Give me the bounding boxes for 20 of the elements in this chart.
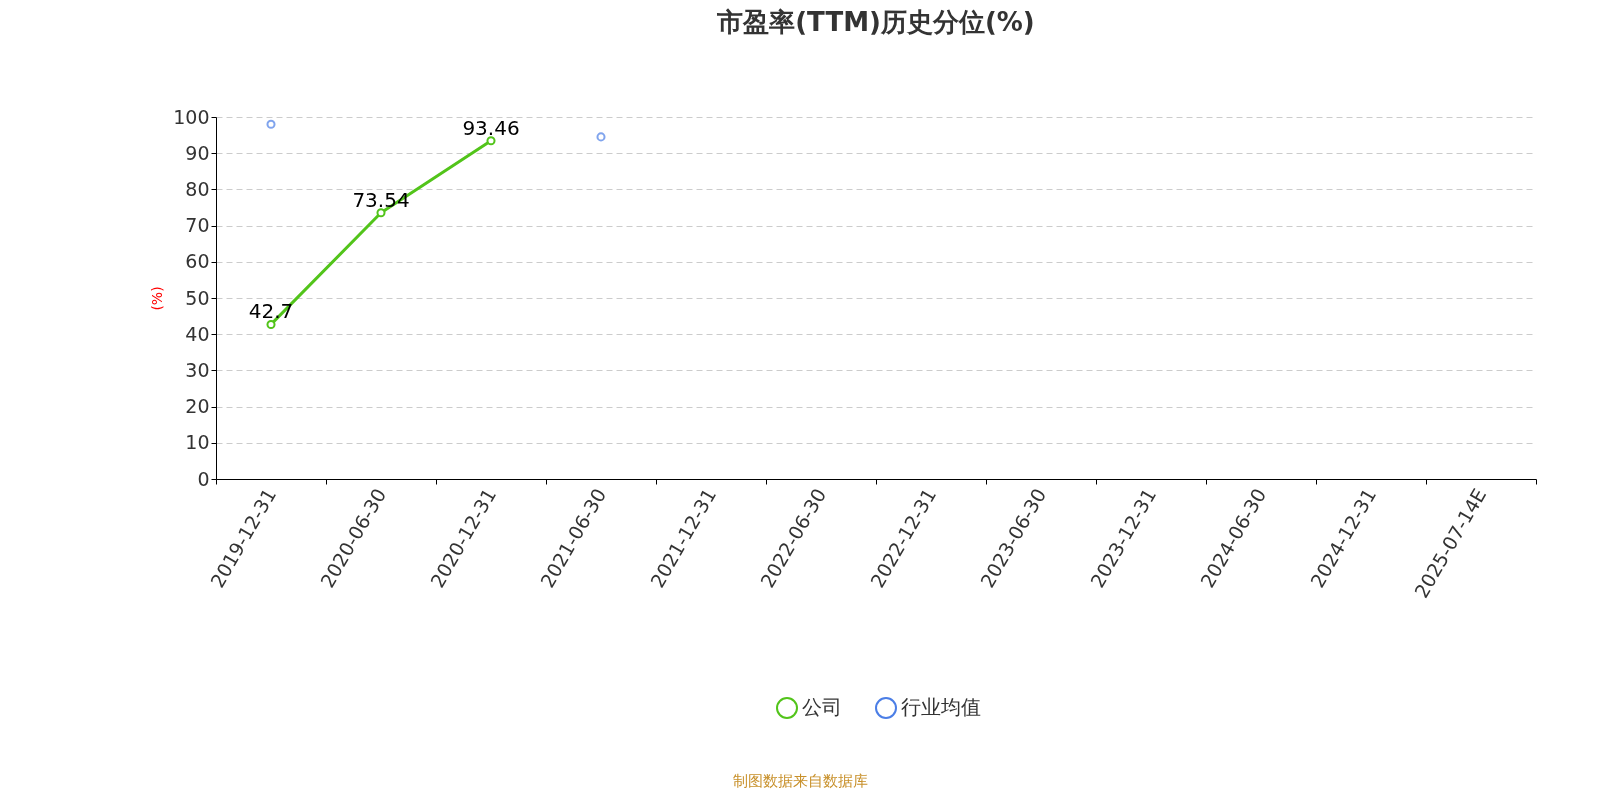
y-tick-label: 90 <box>185 141 210 164</box>
y-tick-label: 40 <box>185 322 210 345</box>
y-tick-label: 60 <box>185 250 210 273</box>
y-tick-label: 20 <box>185 395 210 418</box>
legend-label: 行业均值 <box>901 695 981 719</box>
y-tick-label: 30 <box>185 358 210 381</box>
data-label: 93.46 <box>462 115 520 140</box>
y-tick-label: 10 <box>185 431 210 454</box>
legend-label: 公司 <box>802 695 842 719</box>
point <box>266 119 276 129</box>
chart-title: 市盈率(TTM)历史分位(%) <box>716 7 1035 37</box>
point <box>486 136 496 146</box>
y-tick-label: 0 <box>197 467 210 490</box>
y-tick-label: 50 <box>185 286 210 309</box>
text: 制图数据来自数据库 <box>731 772 869 791</box>
y-axis-title: (%) <box>149 286 166 311</box>
point <box>596 132 606 142</box>
y-tick-label: 80 <box>185 177 210 200</box>
y-tick-label: 70 <box>185 214 210 237</box>
y-tick-label: 100 <box>173 105 210 128</box>
